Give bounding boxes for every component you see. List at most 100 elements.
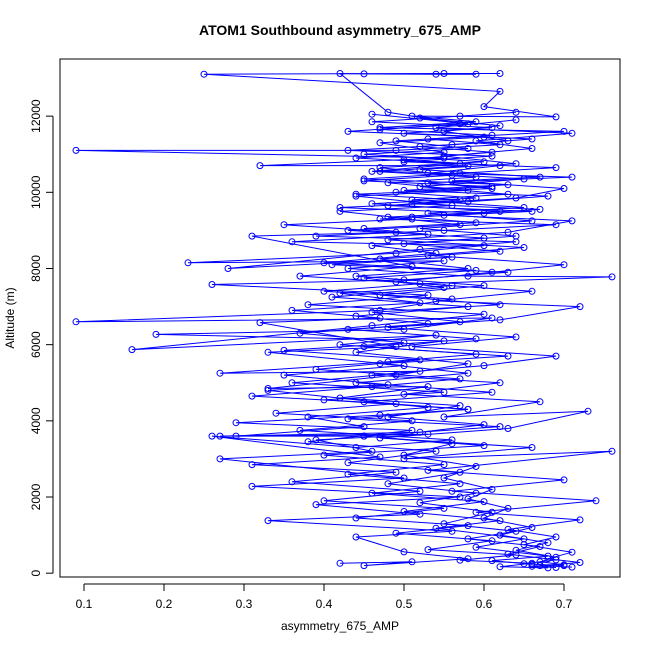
y-axis-label: Altitude (m) bbox=[3, 287, 17, 348]
data-point bbox=[576, 303, 584, 311]
data-point bbox=[464, 495, 472, 503]
data-point bbox=[480, 442, 488, 450]
data-point bbox=[248, 392, 256, 400]
data-point bbox=[408, 426, 416, 434]
data-point bbox=[512, 194, 520, 202]
data-point bbox=[488, 508, 496, 516]
data-point bbox=[384, 108, 392, 116]
data-point bbox=[320, 259, 328, 267]
data-point bbox=[464, 369, 472, 377]
data-point bbox=[376, 291, 384, 299]
data-point bbox=[392, 529, 400, 537]
data-point bbox=[360, 432, 368, 440]
data-point bbox=[512, 333, 520, 341]
x-tick-label: 0.7 bbox=[556, 597, 573, 611]
data-point bbox=[528, 287, 536, 295]
data-point bbox=[496, 207, 504, 215]
data-point bbox=[544, 564, 552, 572]
data-point bbox=[408, 558, 416, 566]
series-line bbox=[323, 117, 549, 565]
data-point bbox=[200, 70, 208, 78]
data-point bbox=[472, 173, 480, 181]
data-point bbox=[424, 169, 432, 177]
data-point bbox=[472, 508, 480, 516]
data-point bbox=[336, 289, 344, 297]
data-point bbox=[480, 498, 488, 506]
data-point bbox=[344, 470, 352, 478]
data-point bbox=[408, 200, 416, 208]
data-point bbox=[392, 137, 400, 145]
data-point bbox=[440, 413, 448, 421]
data-point bbox=[496, 301, 504, 309]
series-5 bbox=[320, 114, 552, 568]
data-point bbox=[504, 425, 512, 432]
data-point bbox=[344, 459, 352, 467]
data-point bbox=[472, 543, 480, 551]
data-point bbox=[536, 398, 544, 406]
data-point bbox=[400, 240, 408, 248]
data-point bbox=[488, 314, 496, 322]
data-point bbox=[352, 272, 360, 280]
data-point bbox=[344, 127, 352, 135]
data-point bbox=[416, 183, 424, 191]
data-point bbox=[496, 122, 504, 130]
data-point bbox=[488, 152, 496, 160]
data-point bbox=[512, 116, 520, 124]
data-point bbox=[504, 190, 512, 198]
data-point bbox=[480, 282, 488, 290]
data-point bbox=[216, 369, 224, 377]
x-tick-label: 0.4 bbox=[316, 597, 333, 611]
data-point bbox=[368, 110, 376, 118]
data-point bbox=[152, 330, 160, 338]
data-point bbox=[232, 432, 240, 440]
data-point bbox=[472, 266, 480, 274]
data-point bbox=[528, 444, 536, 451]
data-point bbox=[608, 447, 616, 455]
data-point bbox=[248, 461, 256, 469]
data-point bbox=[592, 497, 600, 505]
data-point bbox=[312, 501, 320, 509]
data-point bbox=[464, 522, 472, 530]
data-point bbox=[208, 281, 216, 288]
data-point bbox=[360, 177, 368, 185]
data-point bbox=[320, 287, 328, 295]
data-point bbox=[480, 310, 488, 318]
data-point bbox=[384, 236, 392, 244]
data-point bbox=[424, 209, 432, 217]
data-point bbox=[464, 272, 472, 280]
data-point bbox=[464, 265, 472, 272]
data-point bbox=[264, 386, 272, 394]
data-point bbox=[496, 379, 504, 387]
data-point bbox=[400, 158, 408, 166]
data-point bbox=[576, 516, 584, 524]
data-point bbox=[568, 563, 576, 571]
data-point bbox=[416, 225, 424, 232]
data-point bbox=[304, 438, 312, 446]
x-axis: 0.1 0.2 0.3 0.4 0.5 0.6 0.7 bbox=[76, 583, 573, 611]
data-point bbox=[272, 409, 280, 417]
data-point bbox=[608, 273, 616, 281]
x-tick-label: 0.3 bbox=[236, 597, 253, 611]
data-point bbox=[224, 265, 232, 272]
data-point bbox=[440, 461, 448, 469]
data-point bbox=[496, 162, 504, 170]
data-point bbox=[352, 154, 360, 162]
data-point bbox=[424, 404, 432, 411]
data-point bbox=[440, 284, 448, 291]
y-tick-label: 8000 bbox=[29, 255, 43, 282]
data-point bbox=[480, 362, 488, 370]
data-point bbox=[296, 426, 304, 434]
data-point bbox=[472, 118, 480, 126]
data-point bbox=[384, 480, 392, 488]
data-point bbox=[400, 390, 408, 398]
data-point bbox=[400, 548, 408, 556]
data-point bbox=[400, 339, 408, 347]
x-tick-label: 0.5 bbox=[396, 597, 413, 611]
data-point bbox=[392, 228, 400, 236]
data-point bbox=[496, 517, 504, 525]
data-point bbox=[512, 546, 520, 554]
data-point bbox=[424, 546, 432, 554]
data-point bbox=[352, 192, 360, 200]
data-point bbox=[344, 146, 352, 154]
